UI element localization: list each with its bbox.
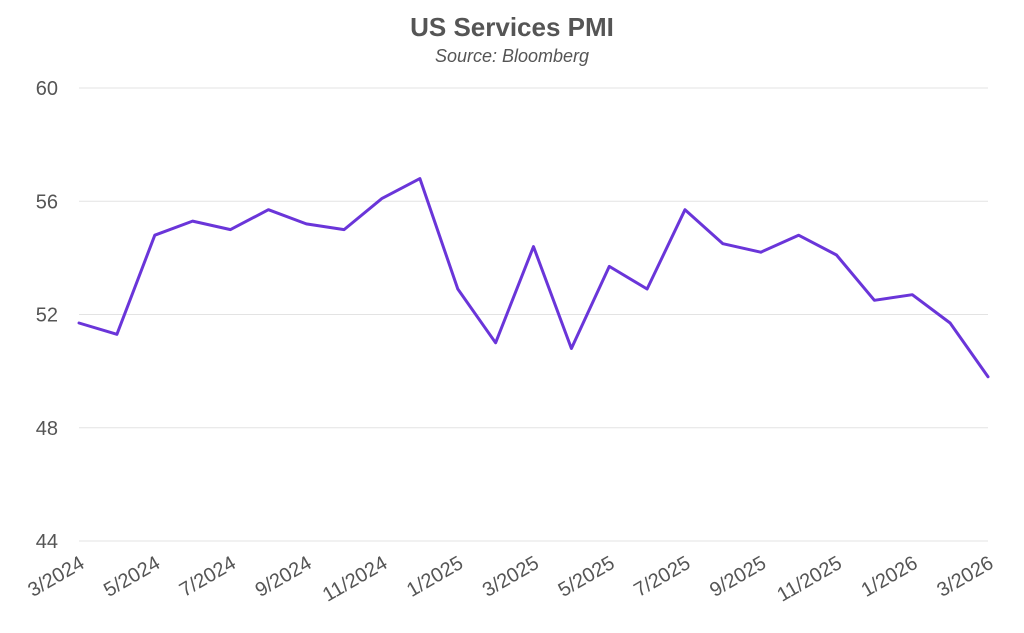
x-tick-label: 1/2026 <box>858 552 922 602</box>
data-point <box>266 208 270 212</box>
x-tick-label: 3/2025 <box>479 552 543 602</box>
data-point <box>77 321 81 325</box>
data-point <box>986 375 990 379</box>
data-point <box>721 242 725 246</box>
x-tick-label: 5/2025 <box>555 552 619 602</box>
data-point <box>418 177 422 181</box>
x-tick-label: 11/2025 <box>773 552 845 606</box>
data-point <box>342 228 346 232</box>
data-point <box>456 287 460 291</box>
data-point <box>191 219 195 223</box>
y-tick-label: 48 <box>36 418 58 440</box>
data-point <box>910 293 914 297</box>
x-axis-ticks: 3/2024 5/2024 7/2024 9/2024 11/2024 1/2025 3/2… <box>24 552 997 606</box>
data-point <box>759 250 763 254</box>
x-tick-label: 1/2025 <box>403 552 467 602</box>
data-point <box>645 287 649 291</box>
data-point <box>569 346 573 350</box>
data-point <box>797 233 801 237</box>
series-layer <box>77 177 990 379</box>
x-tick-label: 7/2025 <box>630 552 694 602</box>
data-point <box>683 208 687 212</box>
y-tick-label: 56 <box>36 191 58 213</box>
data-point <box>153 233 157 237</box>
series-line <box>77 177 990 379</box>
y-tick-label: 52 <box>36 305 58 327</box>
data-point <box>380 196 384 200</box>
y-tick-label: 44 <box>36 531 58 553</box>
data-point <box>304 222 308 226</box>
x-tick-label: 5/2024 <box>100 552 164 602</box>
x-tick-label: 9/2024 <box>252 552 316 602</box>
y-axis-ticks: 44 48 52 56 60 <box>36 78 58 553</box>
grid-lines <box>79 87 988 542</box>
data-point <box>115 332 119 336</box>
data-point <box>229 228 233 232</box>
y-tick-label: 60 <box>36 78 58 100</box>
x-tick-label: 9/2025 <box>706 552 770 602</box>
chart-title: US Services PMI <box>410 12 614 42</box>
x-tick-label: 7/2024 <box>176 552 240 602</box>
data-point <box>835 253 839 257</box>
data-point <box>494 341 498 345</box>
chart-subtitle: Source: Bloomberg <box>435 46 589 66</box>
data-point <box>872 298 876 302</box>
x-tick-label: 3/2024 <box>24 552 88 602</box>
data-point <box>607 264 611 268</box>
x-tick-label: 3/2026 <box>933 552 997 602</box>
data-point <box>532 245 536 249</box>
x-tick-label: 11/2024 <box>319 552 391 606</box>
data-point <box>948 321 952 325</box>
